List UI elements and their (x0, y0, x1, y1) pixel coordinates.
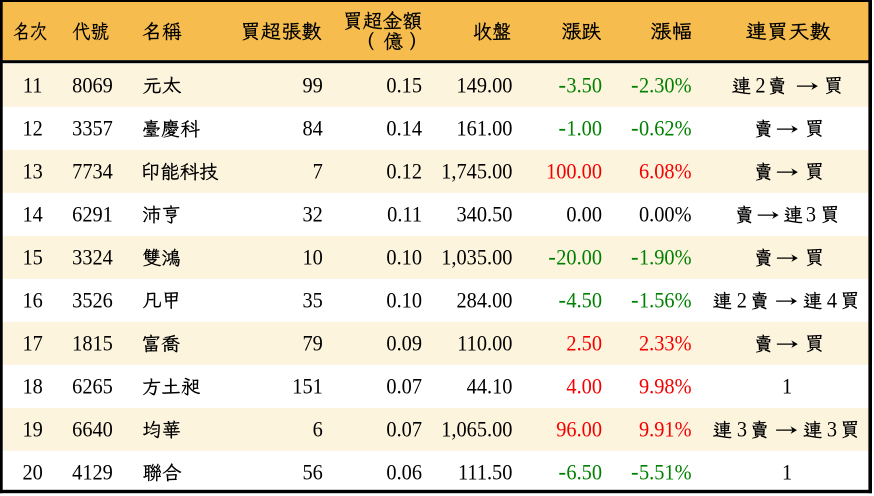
svg-text:5.51%: 5.51% (639, 460, 692, 485)
svg-text:15: 15 (22, 245, 42, 270)
svg-text:0.07: 0.07 (386, 417, 422, 442)
svg-text:2.30%: 2.30% (639, 73, 692, 98)
svg-text:0.15: 0.15 (386, 73, 422, 98)
svg-text:79: 79 (302, 331, 322, 356)
svg-text:149.00: 149.00 (456, 73, 512, 98)
svg-text:110.00: 110.00 (457, 331, 512, 356)
svg-text:7: 7 (313, 159, 323, 184)
svg-text:4129: 4129 (72, 460, 113, 485)
svg-text:3357: 3357 (72, 116, 113, 141)
svg-text:0.11: 0.11 (387, 202, 422, 227)
svg-text:8069: 8069 (72, 73, 113, 98)
svg-text:0.00: 0.00 (566, 202, 602, 227)
svg-text:14: 14 (22, 202, 43, 227)
svg-text:12: 12 (22, 116, 42, 141)
svg-text:6.08%: 6.08% (639, 159, 692, 184)
svg-text:151: 151 (292, 374, 322, 399)
svg-text:2: 2 (737, 288, 747, 313)
svg-text:4.00: 4.00 (566, 374, 602, 399)
svg-text:284.00: 284.00 (456, 288, 512, 313)
svg-text:3324: 3324 (72, 245, 113, 270)
svg-text:7734: 7734 (72, 159, 113, 184)
svg-text:6: 6 (313, 417, 323, 442)
svg-text:1815: 1815 (72, 331, 113, 356)
svg-text:2: 2 (755, 73, 765, 98)
svg-text:18: 18 (22, 374, 42, 399)
svg-text:1.00: 1.00 (566, 116, 602, 141)
svg-text:35: 35 (302, 288, 322, 313)
svg-text:10: 10 (302, 245, 322, 270)
svg-text:1.56%: 1.56% (639, 288, 692, 313)
svg-text:44.10: 44.10 (467, 374, 513, 399)
svg-text:100.00: 100.00 (546, 159, 602, 184)
svg-text:3: 3 (806, 202, 816, 227)
svg-text:3: 3 (827, 417, 837, 442)
svg-text:20: 20 (22, 460, 42, 485)
svg-text:6265: 6265 (72, 374, 113, 399)
svg-text:99: 99 (302, 73, 322, 98)
svg-text:17: 17 (22, 331, 43, 356)
svg-text:16: 16 (22, 288, 43, 313)
svg-text:2.33%: 2.33% (639, 331, 692, 356)
svg-text:6291: 6291 (72, 202, 113, 227)
svg-text:0.12: 0.12 (386, 159, 422, 184)
svg-text:0.07: 0.07 (386, 374, 422, 399)
svg-text:3.50: 3.50 (566, 73, 602, 98)
svg-text:3526: 3526 (72, 288, 113, 313)
svg-text:1: 1 (782, 374, 792, 399)
svg-text:0.10: 0.10 (386, 245, 422, 270)
svg-text:2.50: 2.50 (566, 331, 602, 356)
svg-text:9.98%: 9.98% (639, 374, 692, 399)
svg-text:84: 84 (302, 116, 323, 141)
svg-text:161.00: 161.00 (456, 116, 512, 141)
svg-text:13: 13 (22, 159, 42, 184)
svg-text:19: 19 (22, 417, 42, 442)
svg-text:1,065.00: 1,065.00 (441, 417, 512, 442)
svg-text:20.00: 20.00 (556, 245, 602, 270)
svg-text:1,035.00: 1,035.00 (441, 245, 512, 270)
svg-text:0.00%: 0.00% (639, 202, 692, 227)
svg-text:11: 11 (23, 73, 43, 98)
svg-text:56: 56 (302, 460, 323, 485)
svg-text:340.50: 340.50 (456, 202, 512, 227)
svg-text:6640: 6640 (72, 417, 113, 442)
svg-text:1: 1 (782, 460, 792, 485)
svg-text:4: 4 (827, 288, 837, 313)
svg-text:32: 32 (302, 202, 322, 227)
svg-text:9.91%: 9.91% (639, 417, 692, 442)
svg-text:0.10: 0.10 (386, 288, 422, 313)
svg-text:3: 3 (737, 417, 747, 442)
svg-text:0.14: 0.14 (386, 116, 422, 141)
svg-text:1,745.00: 1,745.00 (441, 159, 512, 184)
svg-text:0.06: 0.06 (386, 460, 422, 485)
svg-text:4.50: 4.50 (566, 288, 602, 313)
svg-text:0.09: 0.09 (386, 331, 422, 356)
svg-text:96.00: 96.00 (556, 417, 602, 442)
svg-text:111.50: 111.50 (458, 460, 512, 485)
svg-text:6.50: 6.50 (566, 460, 602, 485)
svg-text:1.90%: 1.90% (639, 245, 692, 270)
svg-text:0.62%: 0.62% (639, 116, 692, 141)
